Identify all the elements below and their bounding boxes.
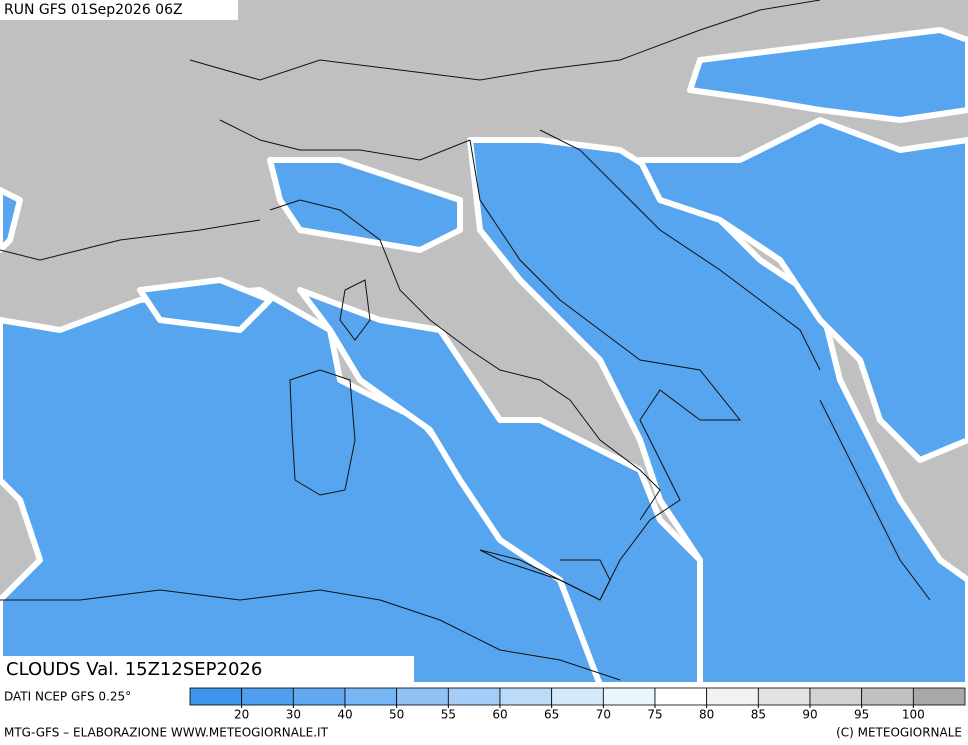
colorbar-segment: [344, 687, 398, 706]
colorbar-segment: [912, 687, 966, 706]
colorbar-segment: [757, 687, 811, 706]
run-box: [0, 0, 238, 20]
colorbar-label: 60: [492, 708, 507, 722]
colorbar-segment: [292, 687, 346, 706]
colorbar-label: 70: [596, 708, 611, 722]
colorbar-segment: [189, 687, 243, 706]
coastlines: [0, 0, 931, 681]
colorbar-label: 50: [389, 708, 404, 722]
colorbar-label: 40: [337, 708, 352, 722]
colorbar-label: 80: [699, 708, 714, 722]
colorbar-segment: [706, 687, 759, 706]
colorbar: 20 30 40 50 55 60 65 70 75 80 85 90 95 100: [189, 687, 966, 722]
colorbar-label: 75: [647, 708, 662, 722]
footer-left: MTG-GFS – ELABORAZIONE WWW.METEOGIORNALE…: [4, 726, 329, 740]
colorbar-label: 90: [802, 708, 817, 722]
colorbar-segment: [447, 687, 501, 706]
colorbar-label: 20: [234, 708, 249, 722]
colorbar-segment: [499, 687, 553, 706]
colorbar-segment: [809, 687, 863, 706]
colorbar-segment: [861, 687, 914, 706]
colorbar-label: 95: [854, 708, 869, 722]
colorbar-label: 30: [286, 708, 301, 722]
map: [0, 0, 968, 685]
colorbar-segment: [654, 687, 708, 706]
colorbar-label: 55: [441, 708, 456, 722]
colorbar-label: 65: [544, 708, 559, 722]
colorbar-label: 100: [902, 708, 925, 722]
footer-right: (C) METEOGIORNALE: [836, 726, 962, 740]
colorbar-segment: [396, 687, 449, 706]
title-box: [0, 656, 414, 685]
colorbar-segment: [551, 687, 604, 706]
source-label: DATI NCEP GFS 0.25°: [4, 690, 131, 704]
cloud-field: [0, 27, 968, 688]
colorbar-segment: [241, 687, 294, 706]
run-label: RUN GFS 01Sep2026 06Z: [4, 2, 183, 18]
colorbar-label: 85: [751, 708, 766, 722]
panel-title: CLOUDS Val. 15Z12SEP2026: [6, 659, 262, 680]
colorbar-segment: [602, 687, 656, 706]
